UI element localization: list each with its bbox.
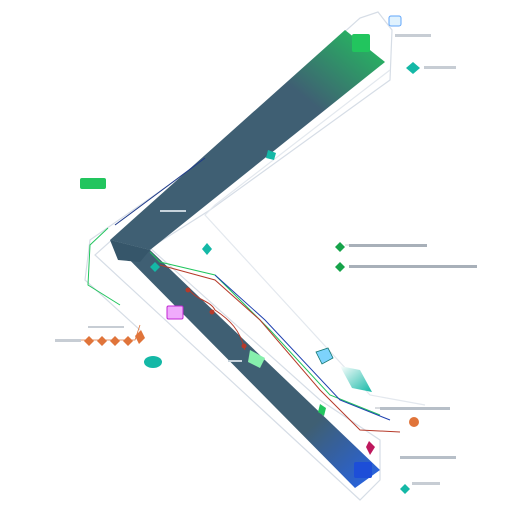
magenta-square-node (166, 305, 184, 320)
magenta-arrow-node (366, 441, 375, 455)
label-group-top-right (395, 34, 456, 69)
top-tag-icon (388, 15, 402, 27)
navy-connector (114, 157, 206, 226)
orange-diamond-3 (110, 336, 120, 346)
green-square-node (352, 34, 370, 52)
teal-diamond-node-4 (400, 484, 410, 494)
band-lower-arm (110, 240, 380, 488)
red-marker-2 (209, 309, 215, 315)
green-diamond-legend-2 (335, 262, 345, 272)
green-node-mid (266, 150, 276, 160)
red-marker-1 (185, 287, 191, 293)
inner-outline (204, 69, 426, 406)
label-group-mid-right (349, 244, 477, 268)
red-inner-line (159, 264, 401, 433)
green-tag-icon (80, 178, 106, 189)
green-diamond-legend-1 (335, 242, 345, 252)
blue-inner-line (214, 274, 391, 421)
teal-cube-node (315, 347, 334, 365)
green-leaf-node (248, 350, 265, 368)
label-group-bottom-right (380, 407, 456, 485)
orange-dot-node (409, 417, 419, 427)
band-corner (110, 240, 150, 262)
orange-diamond-4 (123, 336, 133, 346)
teal-diamond-node-1 (406, 62, 420, 74)
blue-square-node (354, 462, 372, 478)
red-marker-3 (241, 343, 247, 349)
left-outline (84, 159, 206, 331)
orange-diamond-1 (84, 336, 94, 346)
green-connector (87, 227, 121, 306)
teal-diamond-node-3 (150, 262, 160, 272)
orange-diamond-2 (97, 336, 107, 346)
red-curve (187, 287, 246, 351)
band-upper-arm (110, 30, 385, 250)
teal-gradient-block (340, 366, 372, 392)
orange-diamond-5 (135, 330, 145, 344)
teal-oval-node (144, 356, 162, 368)
label-group-left (55, 326, 124, 342)
teal-diamond-node-2 (202, 243, 212, 255)
green-small-node (318, 404, 326, 416)
label-group-band (160, 210, 242, 362)
